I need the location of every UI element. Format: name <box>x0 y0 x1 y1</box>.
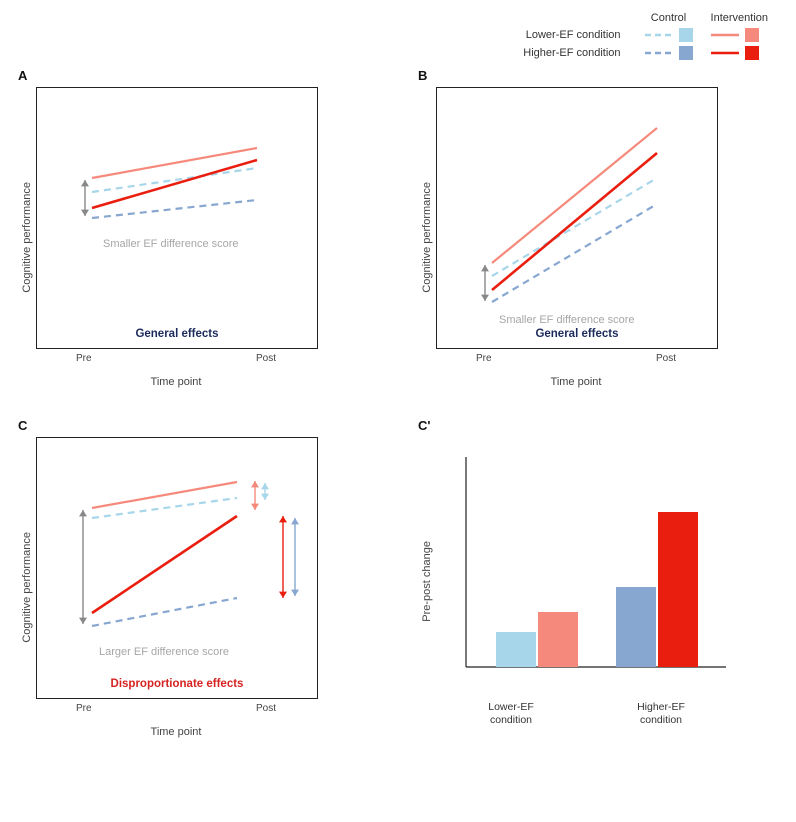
panel-A-xlabel: Time point <box>36 376 316 388</box>
legend-swatch-control-lower <box>645 28 693 42</box>
legend-row-lower: Lower-EF condition <box>523 29 626 41</box>
panel-B-diff-annot: Smaller EF difference score <box>499 314 635 326</box>
legend-row-higher: Higher-EF condition <box>523 47 626 59</box>
legend-header-control: Control <box>645 12 693 24</box>
panel-Cprime-tick-lower: Lower-EFcondition <box>446 701 576 726</box>
panel-A-ylabel: Cognitive performance <box>21 182 33 293</box>
panel-C-effect-annot: Disproportionate effects <box>37 678 317 690</box>
panel-A-tick-pre: Pre <box>76 353 92 364</box>
panel-B-xlabel: Time point <box>436 376 716 388</box>
panel-C-tick-post: Post <box>256 703 276 714</box>
panel-C-diff-annot: Larger EF difference score <box>99 646 229 658</box>
figure-root: Control Intervention Lower-EF condition … <box>18 12 778 738</box>
legend-header-intervention: Intervention <box>711 12 768 24</box>
panel-B-tick-pre: Pre <box>476 353 492 364</box>
panel-B-label: B <box>418 68 778 83</box>
panel-Cprime: C' Pre-post change Lower-EFcondition Hig… <box>418 418 778 738</box>
panel-B: B Cognitive performance Smaller EF diffe… <box>418 68 778 388</box>
panel-A-effect-annot: General effects <box>37 328 317 340</box>
panel-A-diff-annot: Smaller EF difference score <box>103 238 239 250</box>
panel-A: A Cognitive performance Smaller EF diffe… <box>18 68 378 388</box>
panel-A-label: A <box>18 68 378 83</box>
panel-Cprime-tick-higher: Higher-EFcondition <box>596 701 726 726</box>
panel-Cprime-plot <box>436 437 736 697</box>
panel-B-ylabel: Cognitive performance <box>421 182 433 293</box>
panel-C-label: C <box>18 418 378 433</box>
panel-C-tick-pre: Pre <box>76 703 92 714</box>
legend-swatch-control-higher <box>645 46 693 60</box>
legend-swatch-intervention-higher <box>711 46 768 60</box>
panel-A-plot: Smaller EF difference score General effe… <box>36 87 318 349</box>
panel-A-tick-post: Post <box>256 353 276 364</box>
panel-C: C Cognitive performance Larger EF differ… <box>18 418 378 738</box>
legend-swatch-intervention-lower <box>711 28 768 42</box>
legend: Control Intervention Lower-EF condition … <box>18 12 768 60</box>
panel-Cprime-ylabel: Pre-post change <box>421 541 433 622</box>
panel-B-tick-post: Post <box>656 353 676 364</box>
panel-C-xlabel: Time point <box>36 726 316 738</box>
panel-C-plot: Larger EF difference score Disproportion… <box>36 437 318 699</box>
panel-Cprime-label: C' <box>418 418 778 433</box>
panel-B-effect-annot: General effects <box>437 328 717 340</box>
panel-C-ylabel: Cognitive performance <box>21 532 33 643</box>
panel-B-plot: Smaller EF difference score General effe… <box>436 87 718 349</box>
